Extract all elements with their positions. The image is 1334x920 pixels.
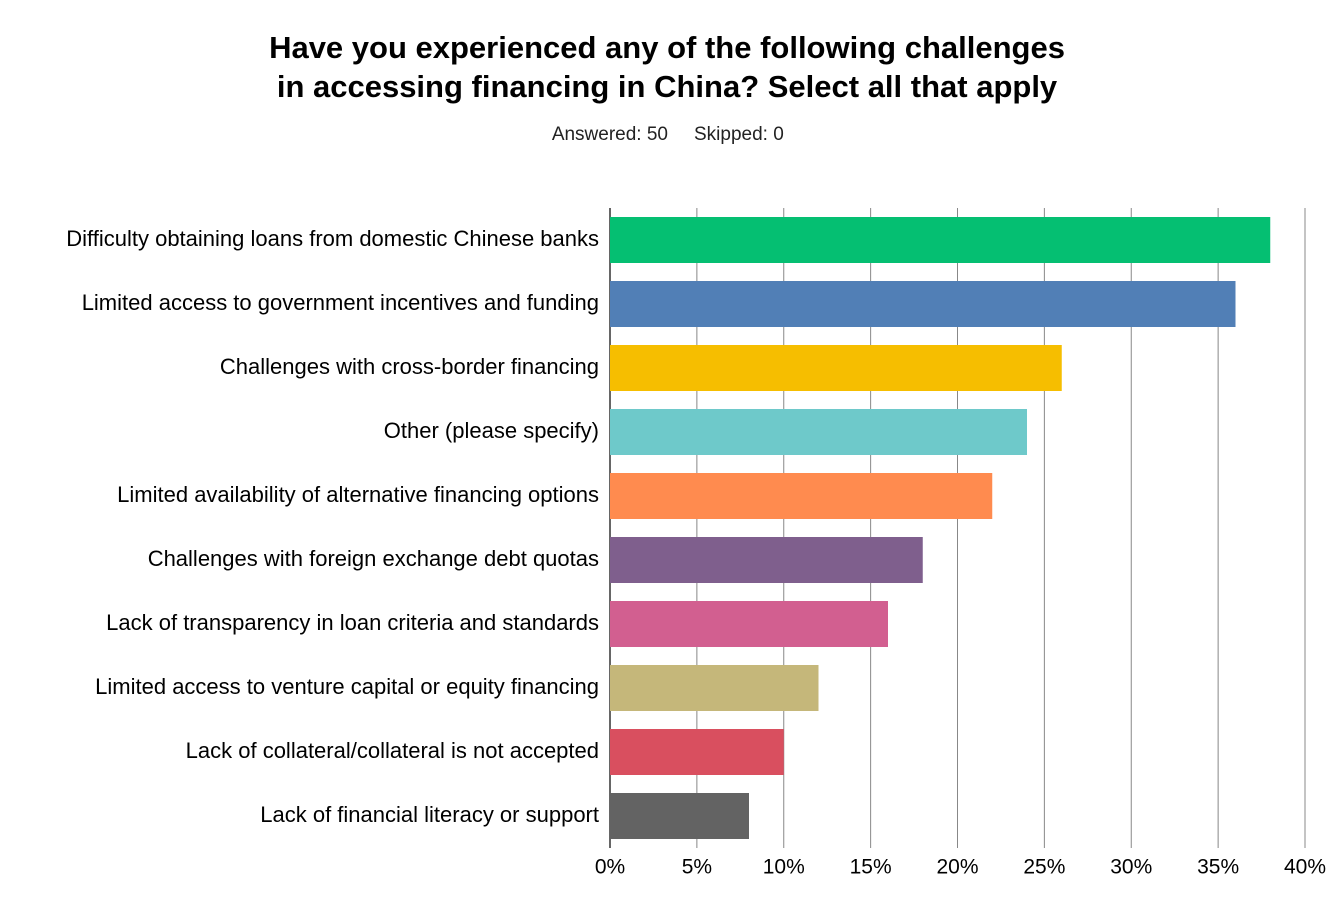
x-tick-label: 40% (1284, 856, 1326, 879)
bar (610, 729, 784, 775)
x-tick-label: 20% (936, 856, 978, 879)
y-tick-label: Challenges with cross-border financing (220, 354, 599, 379)
x-tick-label: 0% (595, 856, 625, 879)
y-tick-label: Limited availability of alternative fina… (117, 482, 599, 507)
bar (610, 537, 923, 583)
bar (610, 473, 993, 519)
y-tick-label: Difficulty obtaining loans from domestic… (66, 226, 599, 251)
y-tick-label: Lack of financial literacy or support (260, 802, 599, 827)
x-tick-label: 5% (682, 856, 712, 879)
y-tick-label: Other (please specify) (384, 418, 599, 443)
x-tick-label: 15% (850, 856, 892, 879)
answered-count: Answered: 50 (552, 124, 668, 145)
chart-title: in accessing financing in China? Select … (277, 69, 1058, 104)
bar (610, 601, 888, 647)
y-tick-label: Lack of collateral/collateral is not acc… (186, 738, 599, 763)
bar (610, 217, 1271, 263)
x-tick-label: 30% (1110, 856, 1152, 879)
x-tick-label: 25% (1023, 856, 1065, 879)
y-tick-label: Limited access to government incentives … (82, 290, 599, 315)
bar (610, 665, 819, 711)
y-tick-label: Lack of transparency in loan criteria an… (106, 610, 599, 635)
y-tick-label: Limited access to venture capital or equ… (95, 674, 599, 699)
x-tick-label: 10% (763, 856, 805, 879)
bar (610, 793, 749, 839)
x-tick-label: 35% (1197, 856, 1239, 879)
y-tick-label: Challenges with foreign exchange debt qu… (148, 546, 599, 571)
chart-title: Have you experienced any of the followin… (269, 30, 1065, 65)
bar (610, 281, 1236, 327)
bar (610, 409, 1027, 455)
skipped-count: Skipped: 0 (694, 124, 784, 145)
bar (610, 345, 1062, 391)
